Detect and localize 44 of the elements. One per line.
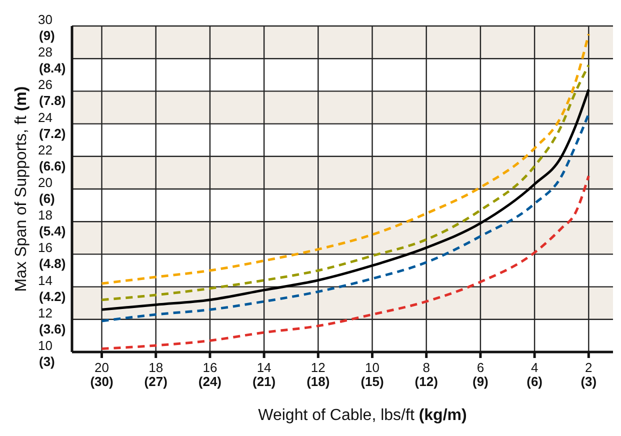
x-tick-label: 18	[148, 360, 164, 375]
x2-tick-label: (21)	[252, 374, 276, 389]
y2-tick-label: (4.8)	[39, 256, 66, 272]
y-tick-label: 22	[38, 142, 52, 158]
x2-tick-label: (6)	[526, 374, 542, 389]
x-tick-label: 14	[256, 360, 272, 375]
x-tick-label: 20	[94, 360, 109, 375]
x2-tick-label: (3)	[580, 374, 597, 389]
x-tick-label: 8	[422, 360, 430, 375]
y2-tick-label: (9)	[39, 28, 55, 43]
x2-tick-label: (9)	[472, 374, 488, 389]
y-tick-label: 16	[38, 240, 52, 256]
x-tick-label: 4	[530, 360, 538, 375]
y2-tick-label: (6)	[39, 191, 55, 206]
y2-tick-label: (3.6)	[39, 321, 66, 336]
y2-tick-label: (7.8)	[39, 93, 66, 108]
x-tick-label: 10	[365, 360, 380, 375]
x2-tick-label: (30)	[90, 374, 114, 389]
y2-tick-label: (7.2)	[39, 126, 66, 141]
y2-tick-label: (8.4)	[39, 60, 66, 76]
y-tick-label: 10	[38, 338, 52, 353]
y2-tick-label: (4.2)	[39, 288, 66, 304]
y-tick-label: 12	[38, 305, 52, 320]
y-axis-title: Max Span of Supports, ft (m)	[13, 86, 30, 292]
x-tick-label: 12	[310, 360, 326, 375]
y-tick-label: 26	[38, 77, 52, 92]
x2-tick-label: (18)	[306, 374, 330, 389]
y-tick-label: 30	[38, 12, 52, 27]
y2-tick-label: (5.4)	[39, 224, 66, 239]
y-tick-label: 20	[38, 175, 52, 190]
y-tick-label: 14	[38, 272, 52, 288]
x-tick-label: 2	[585, 360, 592, 375]
y-tick-label: 18	[38, 208, 52, 223]
x2-tick-label: (24)	[198, 374, 222, 389]
x2-tick-label: (27)	[144, 374, 168, 389]
x-tick-label: 6	[476, 360, 484, 375]
x2-tick-label: (12)	[414, 374, 438, 389]
x2-tick-label: (15)	[360, 374, 384, 389]
y2-tick-label: (6.6)	[39, 158, 66, 174]
x-tick-label: 16	[202, 360, 218, 375]
x-axis-title: Weight of Cable, lbs/ft (kg/m)	[258, 407, 467, 424]
y-tick-label: 28	[38, 44, 52, 60]
y2-tick-label: (3)	[39, 354, 55, 369]
y-tick-label: 24	[38, 110, 52, 125]
